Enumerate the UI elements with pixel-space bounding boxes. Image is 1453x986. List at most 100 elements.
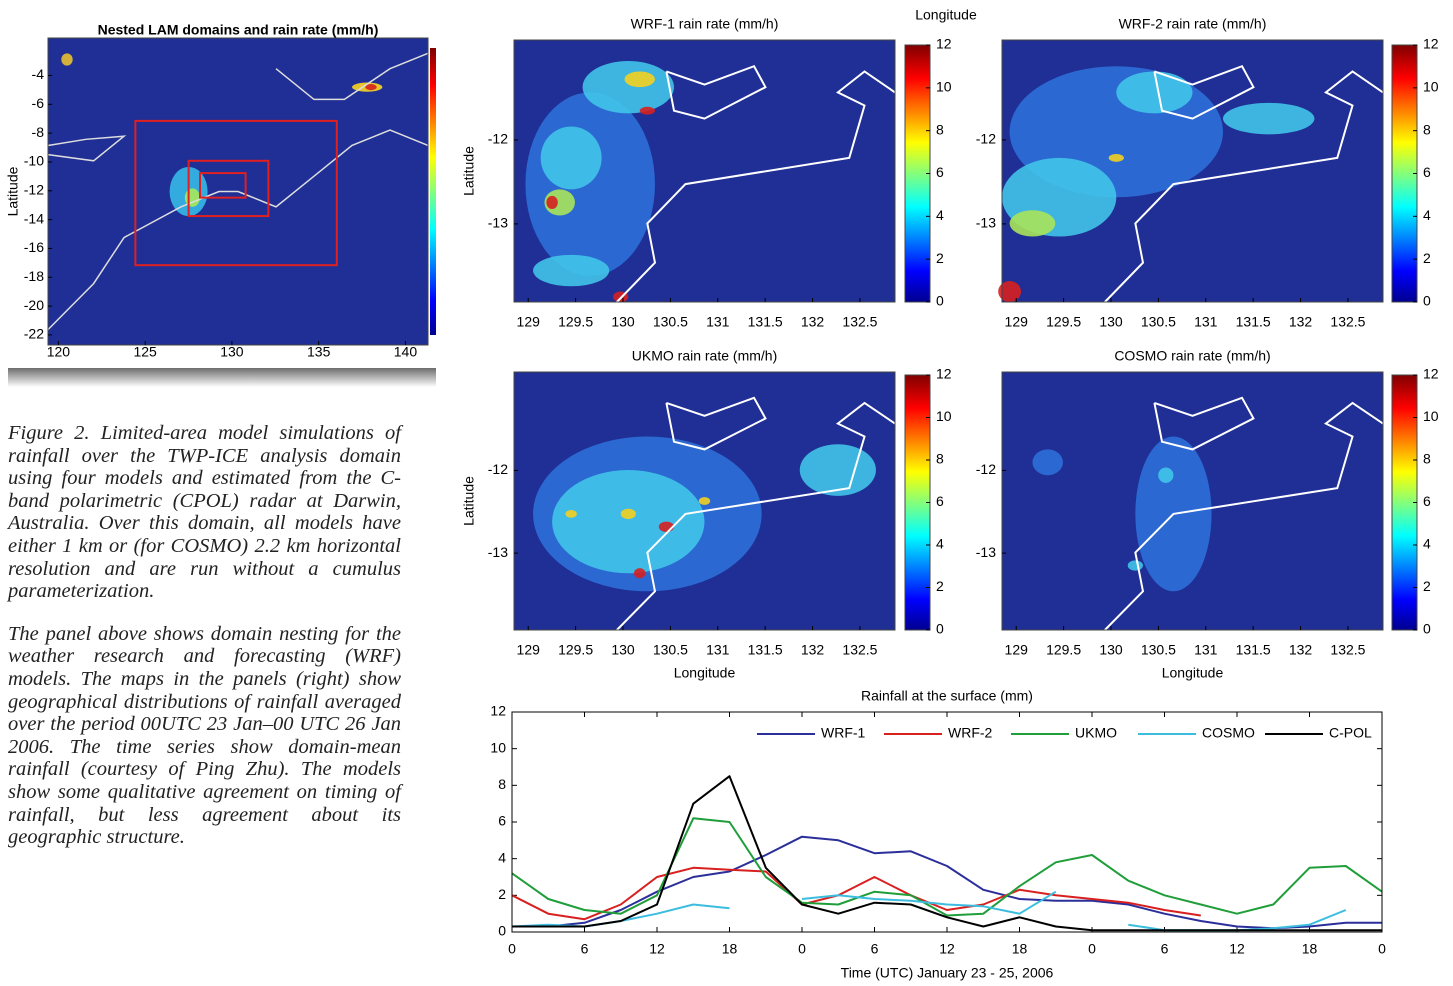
x-tick-label: 6 <box>1161 941 1169 957</box>
y-tick-label: -6 <box>32 95 45 111</box>
coastline <box>1104 401 1384 631</box>
y-axis-label: Latitude <box>5 166 21 216</box>
rain-area <box>799 444 876 496</box>
y-tick-label: -8 <box>32 124 45 140</box>
x-tick-label: 131.5 <box>748 642 783 658</box>
x-tick-label: 125 <box>133 344 157 360</box>
x-tick-label: 130 <box>220 344 244 360</box>
x-tick-label: 120 <box>47 344 71 360</box>
x-tick-label: 130 <box>1099 642 1123 658</box>
rain-area <box>582 60 675 114</box>
coastline <box>1153 396 1255 451</box>
x-tick-label: 131 <box>706 642 730 658</box>
x-tick-label: 129.5 <box>1046 314 1081 330</box>
x-tick-label: 12 <box>939 941 955 957</box>
x-tick-label: 131 <box>706 314 730 330</box>
rain-area <box>552 470 705 574</box>
series-line <box>511 817 1383 917</box>
series-line <box>511 866 1201 921</box>
colorbar-tick-label: 12 <box>936 366 952 382</box>
x-tick-label: 129 <box>1005 314 1029 330</box>
chart-title: Rainfall at the surface (mm) <box>861 688 1033 704</box>
rain-area <box>525 92 655 276</box>
x-tick-label: 129.5 <box>558 314 593 330</box>
coastline <box>616 70 896 303</box>
x-tick-label: 130.5 <box>1141 314 1176 330</box>
x-axis-label: Time (UTC) January 23 - 25, 2006 <box>841 965 1054 981</box>
y-tick-label: -13 <box>488 215 508 231</box>
y-tick-label: 2 <box>498 886 506 902</box>
rain-area <box>565 510 577 518</box>
coastline <box>1104 70 1384 303</box>
x-tick-label: 0 <box>1088 941 1096 957</box>
rain-area <box>1116 71 1193 114</box>
colorbar-tick-label: 10 <box>1423 79 1439 95</box>
rain-area <box>540 126 602 190</box>
x-tick-label: 131 <box>1194 642 1218 658</box>
x-tick-label: 129.5 <box>558 642 593 658</box>
rain-area <box>620 508 636 520</box>
colorbar-tick-label: 12 <box>1423 366 1439 382</box>
colorbar <box>904 44 931 303</box>
colorbar-tick-label: 4 <box>936 536 944 552</box>
nested-domain <box>187 159 270 218</box>
x-tick-label: 135 <box>307 344 331 360</box>
colorbar-tick-label: 6 <box>1423 164 1431 180</box>
colorbar-tick-label: 2 <box>1423 578 1431 594</box>
x-tick-label: 131.5 <box>748 314 783 330</box>
x-tick-label: 18 <box>722 941 738 957</box>
x-tick-label: 129 <box>1005 642 1029 658</box>
coastline <box>275 52 429 101</box>
plot-frame <box>1001 39 1384 303</box>
rain-area <box>1032 449 1063 476</box>
legend-label: WRF-1 <box>821 725 866 741</box>
x-tick-label: 6 <box>581 941 589 957</box>
x-tick-label: 131.5 <box>1236 314 1271 330</box>
x-tick-label: 18 <box>1012 941 1028 957</box>
rain-area <box>998 281 1022 302</box>
colorbar-tick-label: 0 <box>936 621 944 637</box>
colorbar <box>1391 374 1418 631</box>
x-tick-label: 132 <box>1289 314 1313 330</box>
legend-label: C-POL <box>1329 725 1372 741</box>
x-tick-label: 132.5 <box>842 642 877 658</box>
nested-domain <box>199 172 247 199</box>
y-tick-label: -13 <box>976 215 996 231</box>
colorbar-tick-label: 0 <box>1423 621 1431 637</box>
rain-area <box>698 497 711 505</box>
y-tick-label: -12 <box>488 461 508 477</box>
colorbar-tick-label: 8 <box>936 121 944 137</box>
nested-domain <box>134 119 338 267</box>
x-tick-label: 129 <box>517 314 541 330</box>
colorbar-tick-label: 0 <box>1423 293 1431 309</box>
colorbar-tick-label: 2 <box>936 578 944 594</box>
x-tick-label: 132 <box>801 642 825 658</box>
x-tick-label: 130 <box>1099 314 1123 330</box>
y-tick-label: 0 <box>498 923 506 939</box>
colorbar-tick-label: 6 <box>936 493 944 509</box>
colorbar-tick-label: 10 <box>936 79 952 95</box>
rain-area <box>533 254 610 287</box>
y-tick-label: -22 <box>24 326 44 342</box>
y-tick-label: -18 <box>24 268 44 284</box>
y-axis-label: Latitude <box>461 146 477 196</box>
colorbar-tick-label: 8 <box>1423 121 1431 137</box>
x-tick-label: 6 <box>871 941 879 957</box>
y-tick-label: -4 <box>32 66 45 82</box>
x-tick-label: 140 <box>394 344 418 360</box>
x-tick-label: 132.5 <box>1330 314 1365 330</box>
legend-label: WRF-2 <box>948 725 993 741</box>
colorbar-tick-label: 10 <box>1423 408 1439 424</box>
plot-frame <box>513 39 896 303</box>
y-tick-label: -10 <box>24 153 44 169</box>
colorbar-tick-label: 0 <box>936 293 944 309</box>
rain-area <box>61 53 73 66</box>
colorbar-tick-label: 12 <box>936 36 952 52</box>
colorbar <box>1391 44 1418 303</box>
rain-area <box>1108 153 1124 162</box>
colorbar-tick-label: 12 <box>1423 36 1439 52</box>
coastline <box>1153 64 1255 120</box>
x-axis-label: Longitude <box>1162 665 1224 681</box>
panel-shadow <box>8 365 436 387</box>
